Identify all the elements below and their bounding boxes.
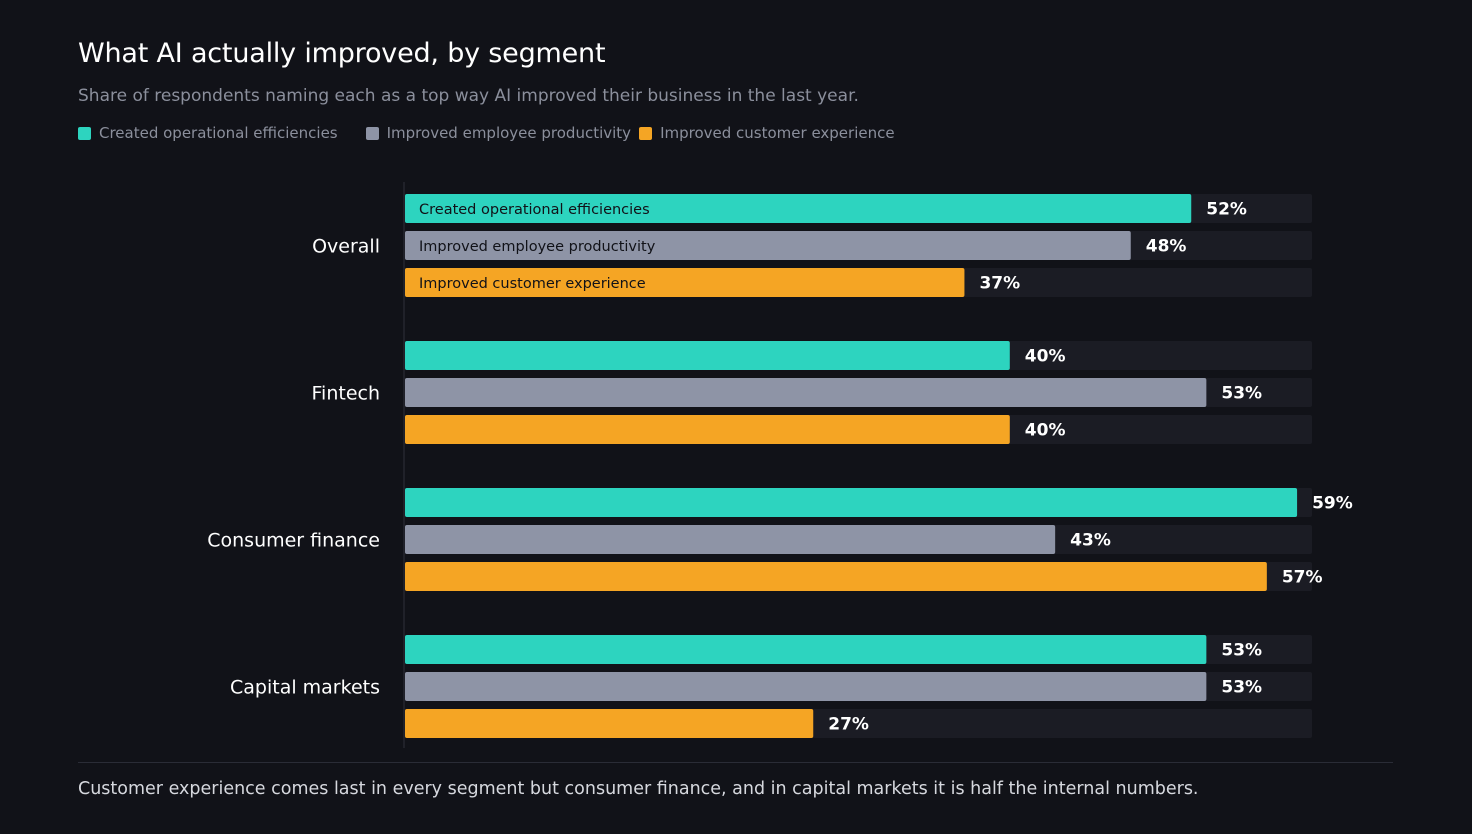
bar-consumer-finance-created-operational-efficiencies bbox=[405, 488, 1298, 517]
legend-swatch-customer bbox=[639, 126, 653, 140]
legend-label-operational: Created operational efficiencies bbox=[99, 124, 338, 142]
legend-item-operational: Created operational efficiencies bbox=[78, 124, 338, 142]
bar-value-label-consumer-finance-improved-employee-productivity: 43% bbox=[1070, 531, 1111, 551]
segment-label-fintech: Fintech bbox=[312, 383, 381, 405]
bar-fintech-improved-employee-productivity bbox=[405, 378, 1207, 407]
bar-value-label-overall-created-operational-efficiencies: 52% bbox=[1206, 200, 1247, 220]
bar-value-label-fintech-improved-employee-productivity: 53% bbox=[1221, 384, 1262, 404]
legend-swatch-productivity bbox=[365, 126, 379, 140]
bar-overall-improved-employee-productivity bbox=[405, 231, 1131, 260]
bar-inline-label-overall-improved-employee-productivity: Improved employee productivity bbox=[419, 239, 656, 255]
legend-item-customer: Improved customer experience bbox=[639, 124, 895, 142]
bar-fintech-created-operational-efficiencies bbox=[405, 341, 1010, 370]
legend-swatch-operational bbox=[78, 126, 91, 140]
bar-consumer-finance-improved-employee-productivity bbox=[405, 525, 1056, 554]
legend-label-productivity: Improved employee productivity bbox=[386, 124, 632, 142]
bar-value-label-capital-markets-improved-employee-productivity: 53% bbox=[1221, 678, 1262, 698]
bar-value-label-capital-markets-created-operational-efficiencies: 53% bbox=[1221, 641, 1262, 661]
bar-inline-label-overall-created-operational-efficiencies: Created operational efficiencies bbox=[419, 202, 650, 218]
footer-note: Customer experience comes last in every … bbox=[78, 779, 1199, 799]
bar-fintech-improved-customer-experience bbox=[405, 415, 1010, 444]
bar-value-label-capital-markets-improved-customer-experience: 27% bbox=[828, 715, 869, 735]
bar-value-label-overall-improved-employee-productivity: 48% bbox=[1146, 237, 1187, 257]
legend-label-customer: Improved customer experience bbox=[660, 124, 895, 142]
page-subtitle: Share of respondents naming each as a to… bbox=[78, 86, 859, 106]
bar-consumer-finance-improved-customer-experience bbox=[405, 562, 1267, 591]
bar-capital-markets-improved-employee-productivity bbox=[405, 672, 1207, 701]
bar-overall-improved-customer-experience bbox=[405, 268, 965, 297]
bar-overall-created-operational-efficiencies bbox=[405, 194, 1192, 223]
bar-value-label-fintech-created-operational-efficiencies: 40% bbox=[1025, 347, 1066, 367]
bar-value-label-consumer-finance-created-operational-efficiencies: 59% bbox=[1312, 494, 1353, 514]
footer-divider bbox=[78, 762, 1393, 763]
bar-capital-markets-created-operational-efficiencies bbox=[405, 635, 1207, 664]
page-title: What AI actually improved, by segment bbox=[78, 38, 606, 69]
segment-label-overall: Overall bbox=[312, 236, 380, 258]
legend-item-productivity: Improved employee productivity bbox=[365, 124, 632, 142]
bar-capital-markets-improved-customer-experience bbox=[405, 709, 814, 738]
segment-label-capital-markets: Capital markets bbox=[230, 677, 380, 699]
bar-value-label-fintech-improved-customer-experience: 40% bbox=[1025, 421, 1066, 441]
chart-legend: Created operational efficiencies Improve… bbox=[78, 124, 923, 142]
bar-inline-label-overall-improved-customer-experience: Improved customer experience bbox=[419, 276, 646, 292]
bar-value-label-overall-improved-customer-experience: 37% bbox=[979, 274, 1020, 294]
segment-label-consumer-finance: Consumer finance bbox=[207, 530, 380, 552]
bar-value-label-consumer-finance-improved-customer-experience: 57% bbox=[1282, 568, 1323, 588]
